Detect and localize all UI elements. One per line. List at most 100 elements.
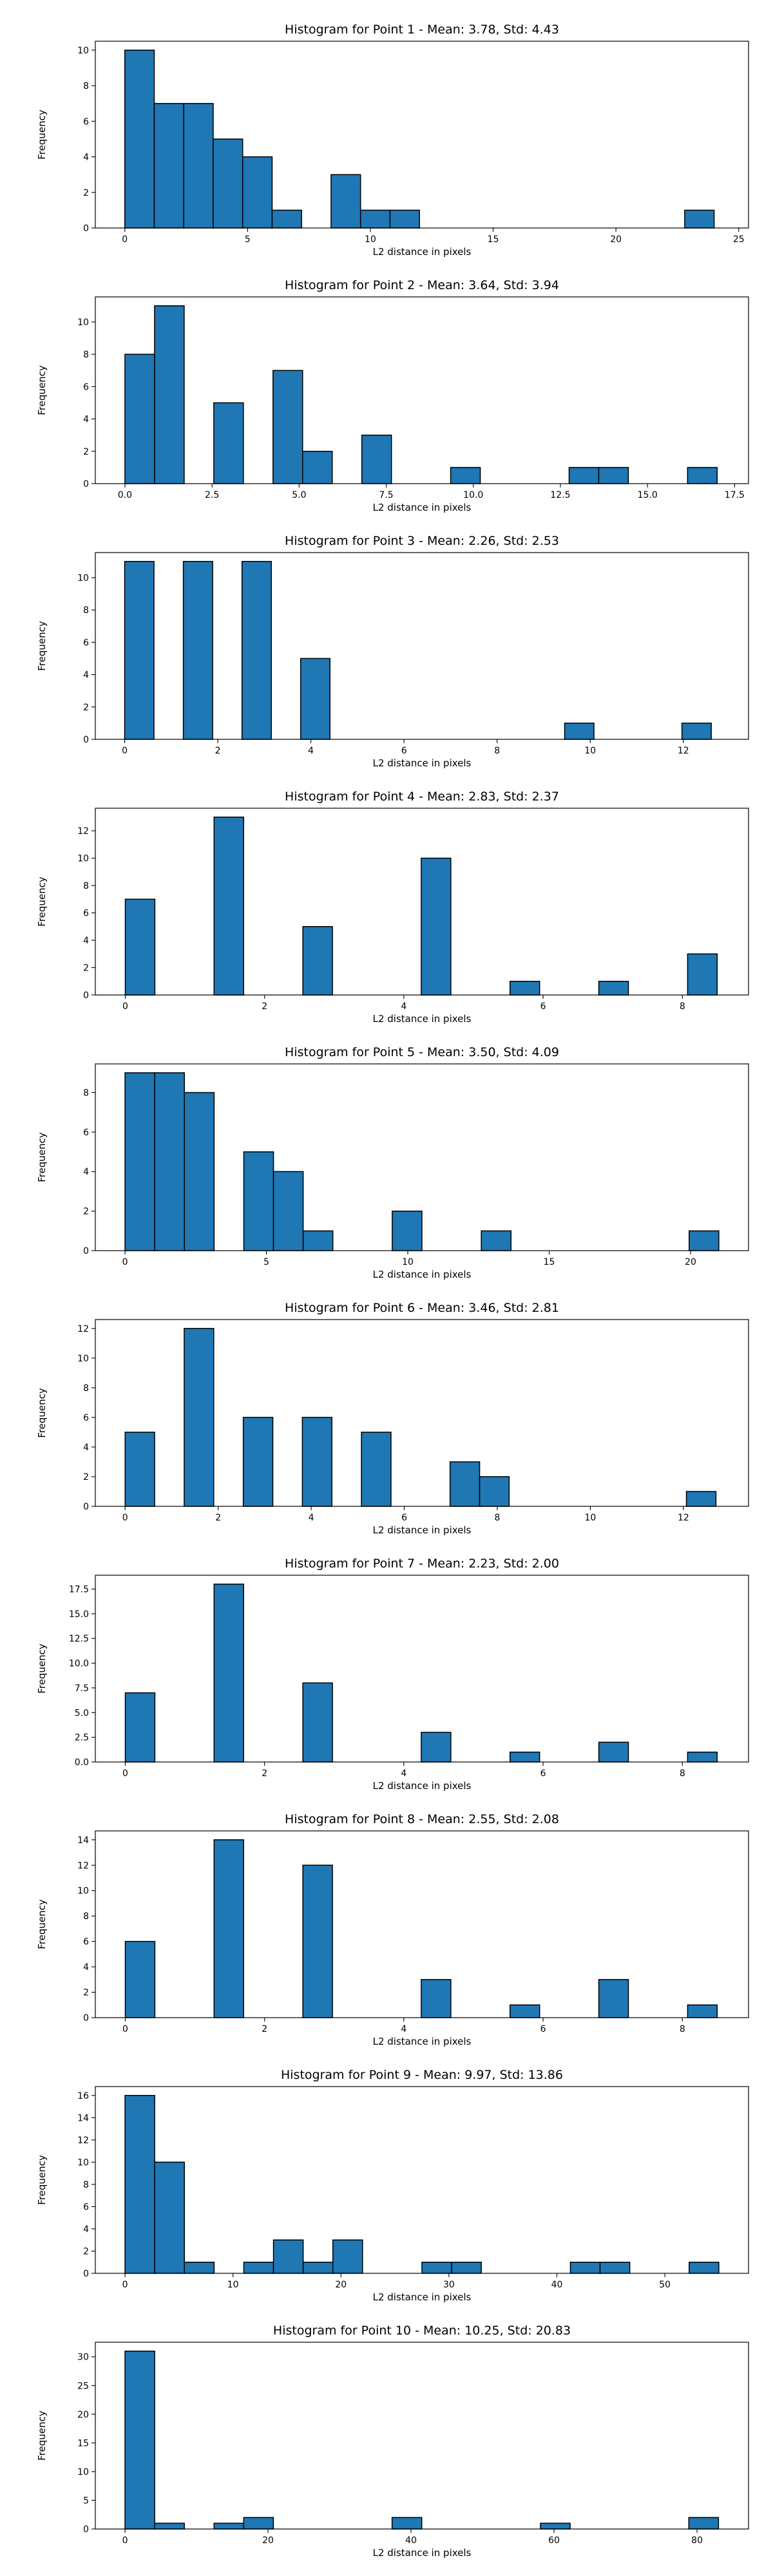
y-tick-label: 6	[83, 909, 89, 919]
histogram-bar	[392, 1210, 423, 1251]
histogram-bar	[449, 1461, 481, 1507]
y-tick-label: 2	[83, 963, 89, 974]
x-tick-label: 10	[584, 746, 596, 756]
histogram-bar	[509, 981, 540, 996]
y-axis-label: Frequency	[36, 1388, 48, 1438]
y-tick-label: 15.0	[69, 1609, 89, 1620]
histogram-bar	[685, 1491, 717, 1507]
y-tick-label: 4	[83, 670, 89, 681]
x-tick-label: 10	[402, 1257, 414, 1267]
histogram-bar	[241, 561, 272, 740]
y-tick-label: 2	[83, 447, 89, 457]
histogram-bar	[421, 1732, 452, 1763]
y-tick-label: 7.5	[75, 1683, 89, 1694]
histogram-bar	[213, 1839, 245, 2018]
x-tick-label: 15.0	[638, 490, 658, 500]
histogram-bar	[450, 467, 481, 484]
x-axis-label: L2 distance in pixels	[373, 246, 472, 258]
histogram-bar	[687, 2004, 718, 2018]
plot-frame	[95, 552, 749, 740]
histogram-panel-8: Histogram for Point 8 - Mean: 2.55, Std:…	[36, 1812, 749, 2047]
y-axis-label: Frequency	[36, 1643, 48, 1694]
x-tick-label: 0	[122, 2024, 128, 2034]
y-tick-label: 12.5	[69, 1634, 89, 1644]
y-axis-label: Frequency	[36, 365, 48, 415]
y-tick-label: 8	[83, 605, 89, 616]
y-tick-label: 0	[83, 735, 89, 745]
histogram-bar	[300, 658, 331, 740]
histogram-bar	[687, 1751, 718, 1763]
y-tick-label: 2	[83, 188, 89, 198]
y-tick-label: 10.0	[69, 1659, 89, 1669]
x-tick-label: 4	[309, 1513, 314, 1523]
y-tick-label: 30	[77, 2353, 89, 2363]
y-tick-label: 6	[83, 1937, 89, 1947]
x-axis-label: L2 distance in pixels	[373, 757, 472, 769]
x-tick-label: 12.5	[550, 490, 570, 500]
x-tick-label: 2	[262, 1768, 267, 1779]
histogram-bar	[272, 370, 303, 484]
histogram-bar	[124, 1432, 155, 1507]
x-tick-label: 5	[245, 234, 251, 245]
plot-frame	[95, 1063, 749, 1251]
y-tick-label: 4	[83, 936, 89, 946]
histogram-bar	[242, 1417, 274, 1507]
x-tick-label: 5.0	[292, 490, 306, 500]
y-tick-label: 4	[83, 1167, 89, 1177]
histogram-bar	[481, 1230, 512, 1251]
histogram-bar	[124, 354, 155, 484]
y-tick-label: 4	[83, 153, 89, 163]
x-tick-label: 10	[365, 234, 376, 245]
x-tick-label: 8	[494, 746, 500, 756]
x-axis-label: L2 distance in pixels	[373, 2547, 472, 2559]
x-tick-label: 0.0	[118, 490, 132, 500]
y-axis-label: Frequency	[36, 1132, 48, 1182]
x-tick-label: 6	[401, 746, 407, 756]
y-tick-label: 10	[77, 2157, 89, 2168]
x-tick-label: 40	[405, 2535, 417, 2546]
histogram-bar	[154, 1072, 186, 1251]
histogram-bar	[361, 1432, 392, 1507]
y-tick-label: 4	[83, 1443, 89, 1453]
x-tick-label: 15	[544, 1257, 555, 1267]
histogram-bar	[124, 1072, 155, 1251]
y-tick-label: 14	[77, 1835, 89, 1846]
plot-frame	[95, 1830, 749, 2018]
histogram-bar	[330, 174, 361, 229]
x-tick-label: 0	[122, 234, 128, 245]
y-axis-label: Frequency	[36, 2155, 48, 2205]
histogram-bar	[540, 2523, 571, 2530]
x-axis-label: L2 distance in pixels	[373, 1269, 472, 1280]
histogram-bar	[183, 102, 214, 229]
y-tick-label: 6	[83, 2202, 89, 2212]
y-axis-label: Frequency	[36, 621, 48, 671]
x-axis-label: L2 distance in pixels	[373, 502, 472, 513]
y-tick-label: 4	[83, 2224, 89, 2235]
x-tick-label: 6	[540, 2024, 546, 2034]
histogram-bar	[154, 2523, 185, 2530]
x-tick-label: 6	[401, 1513, 407, 1523]
histogram-bar	[564, 723, 595, 740]
chart-title: Histogram for Point 9 - Mean: 9.97, Std:…	[281, 2068, 563, 2082]
y-tick-label: 5	[83, 2496, 89, 2506]
histogram-bar	[359, 209, 391, 229]
histogram-panel-1: Histogram for Point 1 - Mean: 3.78, Std:…	[36, 23, 749, 258]
histogram-bar	[272, 1171, 304, 1251]
x-tick-label: 20	[262, 2535, 274, 2546]
x-tick-label: 20	[610, 234, 622, 245]
y-tick-label: 8	[83, 350, 89, 360]
histogram-bar	[689, 2261, 720, 2274]
y-tick-label: 20	[77, 2410, 89, 2420]
histogram-panel-2: Histogram for Point 2 - Mean: 3.64, Std:…	[36, 278, 749, 513]
histogram-bar	[184, 1328, 215, 1507]
x-axis-label: L2 distance in pixels	[373, 2291, 472, 2303]
histogram-bar	[599, 2261, 631, 2274]
y-tick-label: 6	[83, 1128, 89, 1138]
x-tick-label: 10	[227, 2280, 239, 2290]
x-tick-label: 0	[122, 1001, 128, 1012]
histogram-bar	[302, 1864, 333, 2018]
y-tick-label: 8	[83, 881, 89, 891]
x-tick-label: 2.5	[205, 490, 219, 500]
x-tick-label: 8	[680, 1768, 685, 1779]
y-tick-label: 5.0	[75, 1708, 89, 1718]
